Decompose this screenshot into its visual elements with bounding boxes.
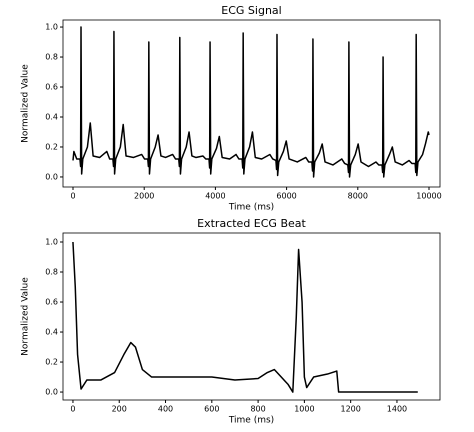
y-tick-label: 0.8 xyxy=(45,268,58,277)
plot-frame xyxy=(62,19,441,188)
plot-frame xyxy=(62,232,441,401)
x-tick-label: 800 xyxy=(250,405,265,414)
y-tick-label: 0.0 xyxy=(45,388,58,397)
x-tick-label: 600 xyxy=(204,405,219,414)
x-tick-label: 1200 xyxy=(340,405,360,414)
line-series xyxy=(72,241,418,393)
x-tick-label: 1000 xyxy=(294,405,314,414)
y-tick-label: 0.2 xyxy=(45,142,58,151)
x-tick-label: 8000 xyxy=(348,192,368,201)
x-tick-label: 4000 xyxy=(205,192,225,201)
y-tick-label: 0.4 xyxy=(45,328,58,337)
x-tick-label: 10000 xyxy=(416,192,441,201)
x-tick-label: 2000 xyxy=(134,192,154,201)
x-tick-label: 200 xyxy=(112,405,127,414)
y-tick-label: 0.8 xyxy=(45,53,58,62)
chart-title: ECG Signal xyxy=(221,4,281,17)
y-tick-label: 0.6 xyxy=(45,298,58,307)
x-tick-label: 400 xyxy=(158,405,173,414)
y-tick-label: 0.2 xyxy=(45,358,58,367)
y-axis-label: Normalized Value xyxy=(21,64,31,143)
y-tick-label: 1.0 xyxy=(45,23,58,32)
x-tick-label: 1400 xyxy=(387,405,407,414)
x-axis-label: Time (ms) xyxy=(228,203,274,213)
line-series xyxy=(72,26,430,178)
y-tick-label: 0.4 xyxy=(45,112,58,121)
x-axis-label: Time (ms) xyxy=(228,416,274,426)
x-tick-label: 0 xyxy=(70,405,75,414)
y-axis-label: Normalized Value xyxy=(21,277,31,356)
y-tick-label: 0.0 xyxy=(45,172,58,181)
chart-title: Extracted ECG Beat xyxy=(197,217,306,230)
y-tick-label: 1.0 xyxy=(45,238,58,247)
y-tick-label: 0.6 xyxy=(45,83,58,92)
x-tick-label: 6000 xyxy=(276,192,296,201)
x-tick-label: 0 xyxy=(70,192,75,201)
